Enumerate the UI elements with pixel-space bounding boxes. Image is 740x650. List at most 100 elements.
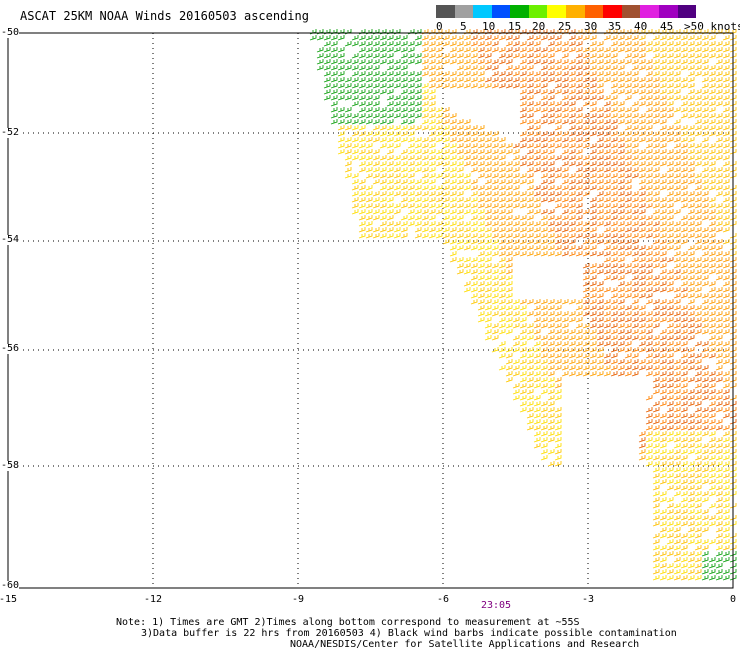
wind-barb — [694, 173, 702, 179]
wind-barb — [722, 71, 730, 77]
wind-barb — [407, 113, 415, 119]
wind-barb — [568, 359, 576, 365]
wind-barb — [372, 227, 380, 233]
wind-barb — [533, 239, 541, 245]
wind-barb — [687, 149, 695, 155]
colorbar-label: 30 — [584, 20, 598, 33]
wind-barb — [407, 215, 415, 221]
wind-barb — [645, 449, 653, 455]
wind-barb — [491, 299, 499, 305]
wind-barb — [484, 257, 492, 263]
wind-barb — [379, 125, 387, 131]
wind-barb — [484, 161, 492, 167]
wind-barb — [715, 143, 723, 149]
wind-barb — [687, 299, 695, 305]
wind-barb — [484, 77, 492, 83]
lon-label: -15 — [0, 594, 18, 605]
wind-barb — [638, 251, 646, 257]
wind-barb — [505, 71, 513, 77]
wind-barb — [386, 179, 394, 185]
wind-barb — [603, 119, 611, 125]
wind-barb — [631, 281, 639, 287]
wind-barb — [491, 233, 499, 239]
wind-barb — [498, 35, 506, 41]
wind-barb — [540, 383, 548, 389]
wind-barb — [533, 167, 541, 173]
wind-barb — [701, 263, 709, 269]
wind-barb — [505, 275, 513, 281]
wind-barb — [715, 41, 723, 47]
wind-barb — [652, 335, 660, 341]
wind-barb — [575, 347, 583, 353]
wind-barb — [610, 149, 618, 155]
wind-barb — [561, 353, 569, 359]
wind-barb — [393, 125, 401, 131]
wind-barb — [666, 473, 674, 479]
wind-barb — [652, 425, 660, 431]
wind-barb — [666, 503, 674, 509]
wind-barb — [393, 113, 401, 119]
wind-barb — [414, 221, 422, 227]
wind-barb — [673, 347, 681, 353]
wind-barb — [393, 107, 401, 113]
wind-barb — [575, 191, 583, 197]
wind-barb — [589, 47, 597, 53]
wind-barb — [624, 341, 632, 347]
wind-barb — [491, 269, 499, 275]
wind-barb — [435, 191, 443, 197]
wind-barb — [603, 161, 611, 167]
wind-barb — [575, 131, 583, 137]
wind-barb — [701, 143, 709, 149]
wind-barb — [575, 137, 583, 143]
wind-barb — [596, 83, 604, 89]
wind-barb — [491, 215, 499, 221]
wind-barb — [484, 227, 492, 233]
wind-barb — [596, 239, 604, 245]
wind-barb — [631, 119, 639, 125]
wind-barb — [638, 305, 646, 311]
wind-barb — [722, 65, 730, 71]
wind-barb — [666, 533, 674, 539]
wind-barb — [484, 335, 492, 341]
wind-barb — [617, 83, 625, 89]
wind-barb — [708, 143, 716, 149]
wind-barb — [547, 137, 555, 143]
wind-barb — [708, 569, 716, 575]
wind-barb — [463, 41, 471, 47]
wind-barb — [512, 311, 520, 317]
wind-barb — [680, 101, 688, 107]
wind-barb — [680, 449, 688, 455]
wind-barb — [491, 59, 499, 65]
wind-barb — [449, 221, 457, 227]
wind-barb — [414, 77, 422, 83]
wind-barb — [484, 209, 492, 215]
wind-barb — [575, 371, 583, 377]
wind-barb — [610, 335, 618, 341]
wind-barb — [694, 191, 702, 197]
wind-barb — [568, 149, 576, 155]
wind-barb — [428, 89, 436, 95]
wind-barb — [617, 335, 625, 341]
wind-barb — [470, 47, 478, 53]
wind-barb — [505, 263, 513, 269]
wind-barb — [582, 353, 590, 359]
wind-barb — [701, 293, 709, 299]
wind-barb — [365, 197, 373, 203]
wind-barb — [519, 329, 527, 335]
wind-barb — [526, 149, 534, 155]
wind-barb — [631, 215, 639, 221]
wind-barb — [673, 251, 681, 257]
wind-barb — [379, 167, 387, 173]
wind-barb — [652, 563, 660, 569]
wind-barb — [701, 371, 709, 377]
wind-barb — [659, 497, 667, 503]
wind-barb — [358, 95, 366, 101]
wind-barb — [715, 359, 723, 365]
wind-barb — [694, 443, 702, 449]
wind-barb — [610, 353, 618, 359]
wind-barb — [386, 35, 394, 41]
wind-barb — [358, 155, 366, 161]
wind-barb — [589, 125, 597, 131]
wind-barb — [701, 101, 709, 107]
wind-barb — [694, 353, 702, 359]
